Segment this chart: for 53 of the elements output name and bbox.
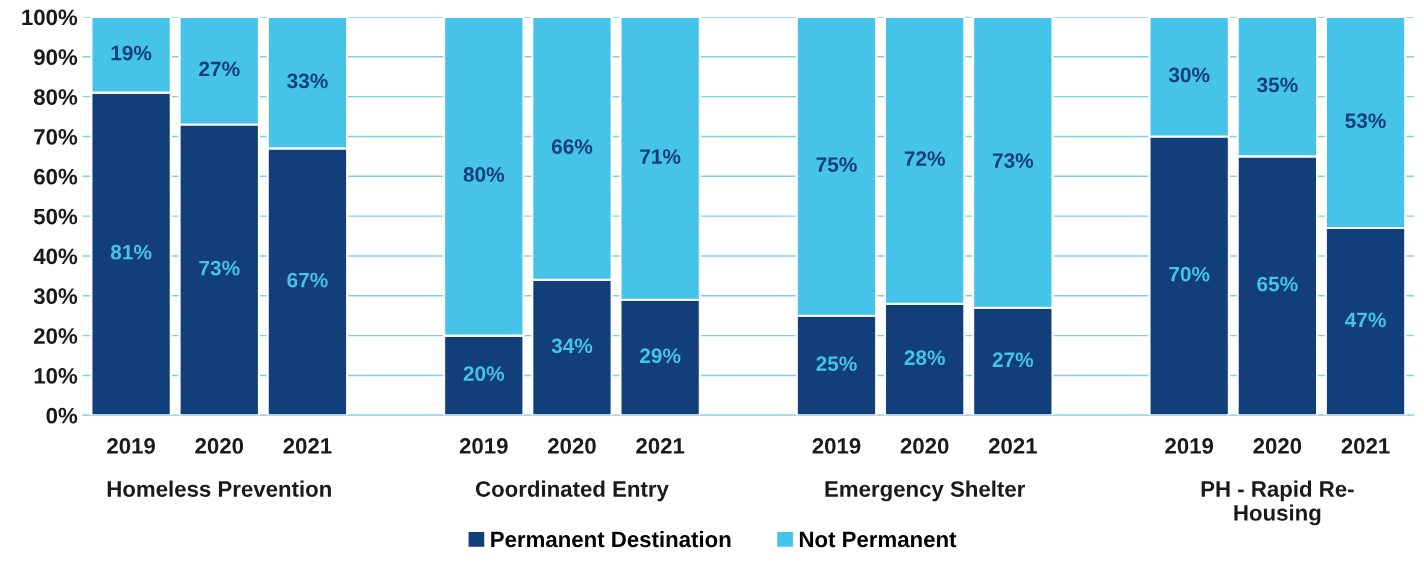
data-label: 71% — [640, 149, 681, 164]
x-tick-label: 2019 — [107, 438, 155, 454]
data-label: 72% — [904, 151, 945, 166]
text: PH - Rapid Re- Housing — [1201, 480, 1354, 526]
y-tick-label: 60% — [34, 168, 78, 185]
data-label: 27% — [199, 61, 240, 77]
data-label: 65% — [1257, 276, 1298, 292]
text: Homeless Prevention — [107, 480, 331, 497]
x-tick-label: 2021 — [988, 438, 1037, 454]
data-label: 47% — [1345, 312, 1386, 328]
data-label: 67% — [287, 272, 328, 288]
y-tick-label: 70% — [34, 128, 78, 145]
x-tick-label: 2020 — [195, 438, 244, 454]
data-label: 73% — [199, 260, 240, 276]
data-label: 27% — [992, 352, 1034, 368]
data-label: 30% — [1168, 67, 1210, 83]
y-tick-label: 10% — [34, 367, 78, 384]
data-label: 73% — [992, 153, 1034, 168]
legend-label: Not Permanent — [799, 531, 957, 548]
data-label: 75% — [816, 157, 857, 172]
x-tick-label: 2020 — [900, 438, 949, 454]
data-label: 20% — [463, 366, 505, 382]
y-tick-label: 80% — [33, 89, 78, 105]
data-label: 80% — [463, 167, 505, 182]
y-tick-label: 50% — [33, 208, 78, 225]
data-label: 34% — [551, 338, 593, 354]
x-tick-label: 2021 — [636, 438, 685, 454]
text: Coordinated Entry — [475, 480, 669, 502]
y-tick-label: 0% — [46, 407, 78, 424]
text: Emergency Shelter — [825, 480, 1025, 502]
data-label: 53% — [1345, 113, 1386, 129]
x-tick-label: 2019 — [1165, 438, 1214, 454]
data-label: 81% — [110, 244, 152, 260]
data-label: 29% — [640, 348, 681, 364]
data-label: 19% — [111, 45, 152, 61]
data-label: 25% — [816, 356, 857, 372]
y-tick-label: 30% — [33, 288, 78, 305]
x-tick-label: 2019 — [812, 438, 861, 454]
data-label: 70% — [1169, 266, 1210, 282]
y-tick-label: 20% — [34, 328, 78, 344]
data-label: 35% — [1256, 77, 1298, 93]
x-tick-label: 2019 — [459, 438, 508, 454]
data-label: 28% — [904, 350, 945, 366]
data-label: 66% — [551, 139, 593, 154]
x-tick-label: 2021 — [283, 438, 332, 454]
y-tick-label: 100% — [22, 9, 78, 26]
x-tick-label: 2020 — [1253, 438, 1302, 454]
y-tick-label: 40% — [33, 248, 78, 265]
x-tick-label: 2021 — [1341, 438, 1390, 454]
data-label: 33% — [287, 73, 328, 89]
y-tick-label: 90% — [34, 49, 78, 66]
legend-label: Permanent Destination — [491, 530, 731, 548]
x-tick-label: 2020 — [548, 438, 596, 454]
